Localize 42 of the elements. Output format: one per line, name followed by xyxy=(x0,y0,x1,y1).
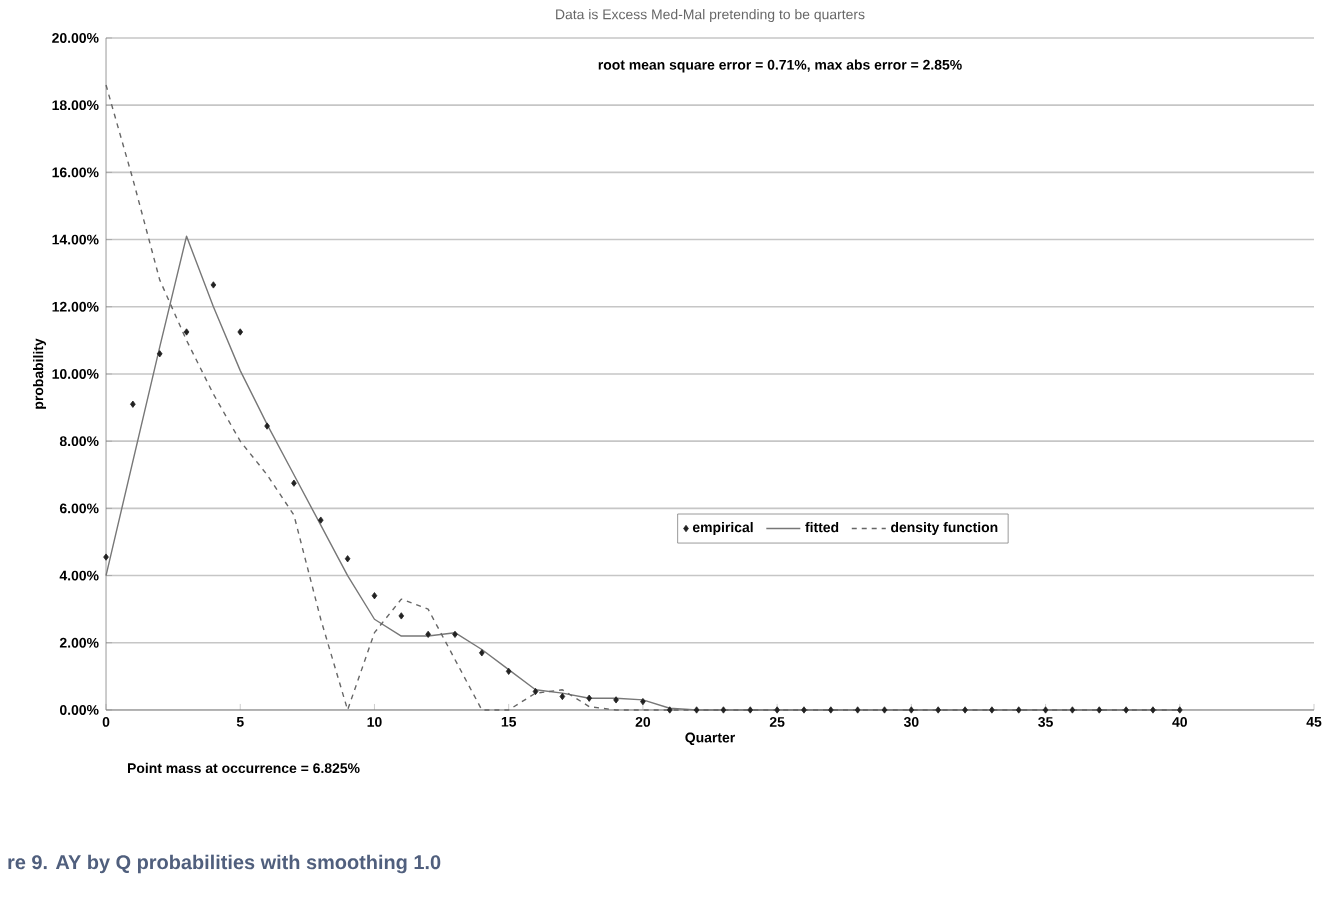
point xyxy=(613,696,619,704)
point xyxy=(586,694,592,702)
point xyxy=(1069,706,1076,714)
point xyxy=(1123,706,1129,714)
point xyxy=(720,706,727,714)
point xyxy=(666,706,673,714)
point xyxy=(532,687,539,696)
point xyxy=(398,612,405,620)
point xyxy=(828,706,834,714)
point xyxy=(1150,706,1156,714)
point xyxy=(452,630,458,638)
point xyxy=(801,706,807,714)
point xyxy=(344,555,351,563)
point xyxy=(210,281,217,289)
point xyxy=(935,706,941,714)
point xyxy=(640,697,646,706)
point xyxy=(962,706,968,714)
point xyxy=(371,592,378,600)
point xyxy=(1042,706,1049,714)
point xyxy=(774,706,780,714)
point xyxy=(479,649,485,657)
point xyxy=(183,328,190,336)
point xyxy=(1096,706,1103,714)
point xyxy=(1015,706,1022,714)
point xyxy=(103,553,109,561)
point xyxy=(317,516,324,524)
point xyxy=(559,692,566,701)
point xyxy=(1176,706,1183,714)
point xyxy=(425,630,431,638)
point xyxy=(693,706,700,714)
point xyxy=(264,422,270,430)
point xyxy=(989,706,995,714)
point xyxy=(291,479,297,487)
text: re 9. AY by Q probabilities with smoothing 1.0 xyxy=(8,854,441,874)
point xyxy=(881,706,888,714)
point xyxy=(854,706,861,714)
point xyxy=(908,706,915,714)
point xyxy=(130,400,136,408)
point xyxy=(156,350,163,358)
point xyxy=(747,706,754,714)
point xyxy=(505,667,512,675)
point xyxy=(237,328,244,336)
